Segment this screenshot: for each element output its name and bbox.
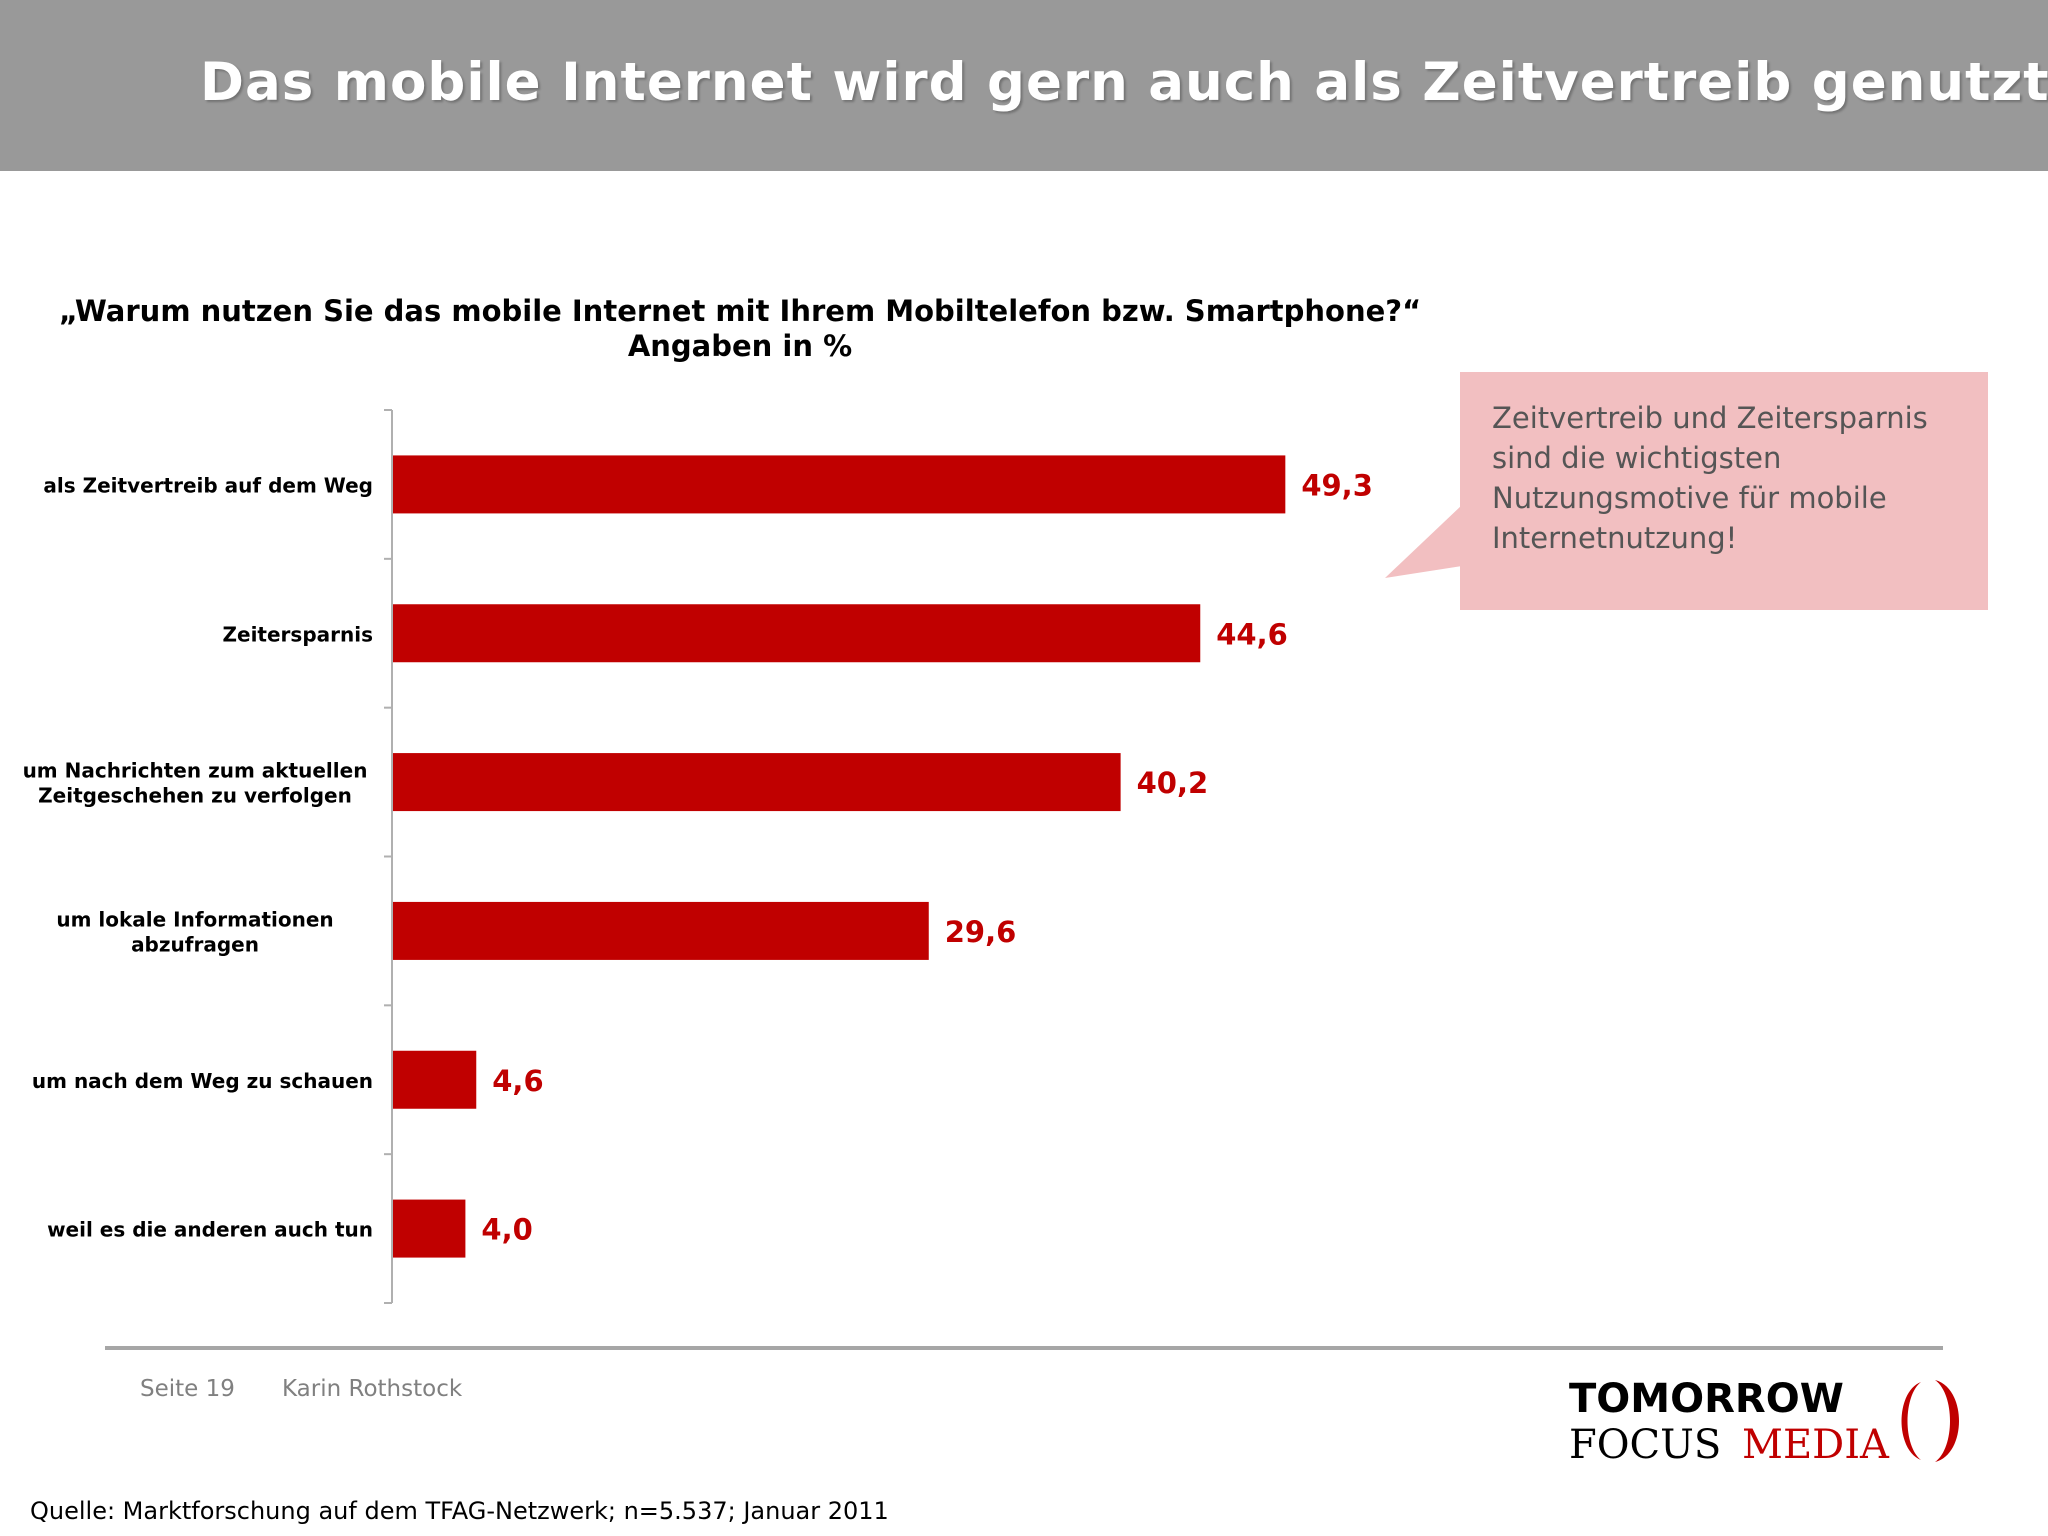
source-note: Quelle: Marktforschung auf dem TFAG-Netz… <box>30 1497 889 1525</box>
callout-line: Internetnutzung! <box>1492 521 1738 555</box>
logo-mark-left <box>1901 1382 1921 1460</box>
company-logo: TOMORROW FOCUS MEDIA <box>1569 1376 1959 1468</box>
callout-line: Zeitvertreib und Zeitersparnis <box>1492 401 1928 435</box>
data-label: 4,0 <box>481 1213 532 1247</box>
chart-title-block: „Warum nutzen Sie das mobile Internet mi… <box>40 294 1440 364</box>
callout-pointer <box>1385 505 1462 578</box>
logo-text-line2: FOCUS MEDIA <box>1569 1422 1890 1468</box>
bar <box>393 753 1121 812</box>
data-label: 44,6 <box>1216 617 1288 651</box>
bar <box>393 1050 477 1109</box>
category-label: um nach dem Weg zu schauen <box>32 1069 373 1093</box>
header-bar: Das mobile Internet wird gern auch als Z… <box>0 0 2048 171</box>
bar <box>393 1199 466 1258</box>
chart-title: „Warum nutzen Sie das mobile Internet mi… <box>58 294 1422 328</box>
logo-text-line1: TOMORROW <box>1569 1376 1844 1422</box>
logo-media: MEDIA <box>1742 1422 1890 1468</box>
callout-box: Zeitvertreib und Zeitersparnis sind die … <box>1460 372 1988 610</box>
category-label: um Nachrichten zum aktuellen <box>23 759 368 783</box>
page-number: Seite 19 <box>140 1376 235 1402</box>
callout-line: sind die wichtigsten <box>1492 441 1782 475</box>
data-label: 49,3 <box>1301 468 1373 502</box>
category-label: Zeitersparnis <box>223 622 374 646</box>
category-label: Zeitgeschehen zu verfolgen <box>38 784 352 808</box>
bar <box>393 455 1286 514</box>
data-label: 4,6 <box>492 1064 543 1098</box>
page-title: Das mobile Internet wird gern auch als Z… <box>200 52 2048 113</box>
footer-divider <box>105 1346 1943 1350</box>
chart-subtitle: Angaben in % <box>627 329 853 363</box>
logo-mark-right <box>1935 1380 1959 1462</box>
bar-chart: 49,3 als Zeitvertreib auf dem Weg 44,6 Zeit… <box>23 409 1373 1304</box>
callout-line: Nutzungsmotive für mobile <box>1492 481 1887 515</box>
author-name: Karin Rothstock <box>282 1376 463 1402</box>
category-label: abzufragen <box>131 932 259 956</box>
logo-focus: FOCUS <box>1569 1422 1721 1468</box>
bar <box>393 901 929 960</box>
data-label: 29,6 <box>945 915 1017 949</box>
bar <box>393 604 1201 663</box>
data-label: 40,2 <box>1137 766 1209 800</box>
category-label: als Zeitvertreib auf dem Weg <box>43 473 373 497</box>
category-label: um lokale Informationen <box>56 907 333 931</box>
category-label: weil es die anderen auch tun <box>47 1218 373 1242</box>
